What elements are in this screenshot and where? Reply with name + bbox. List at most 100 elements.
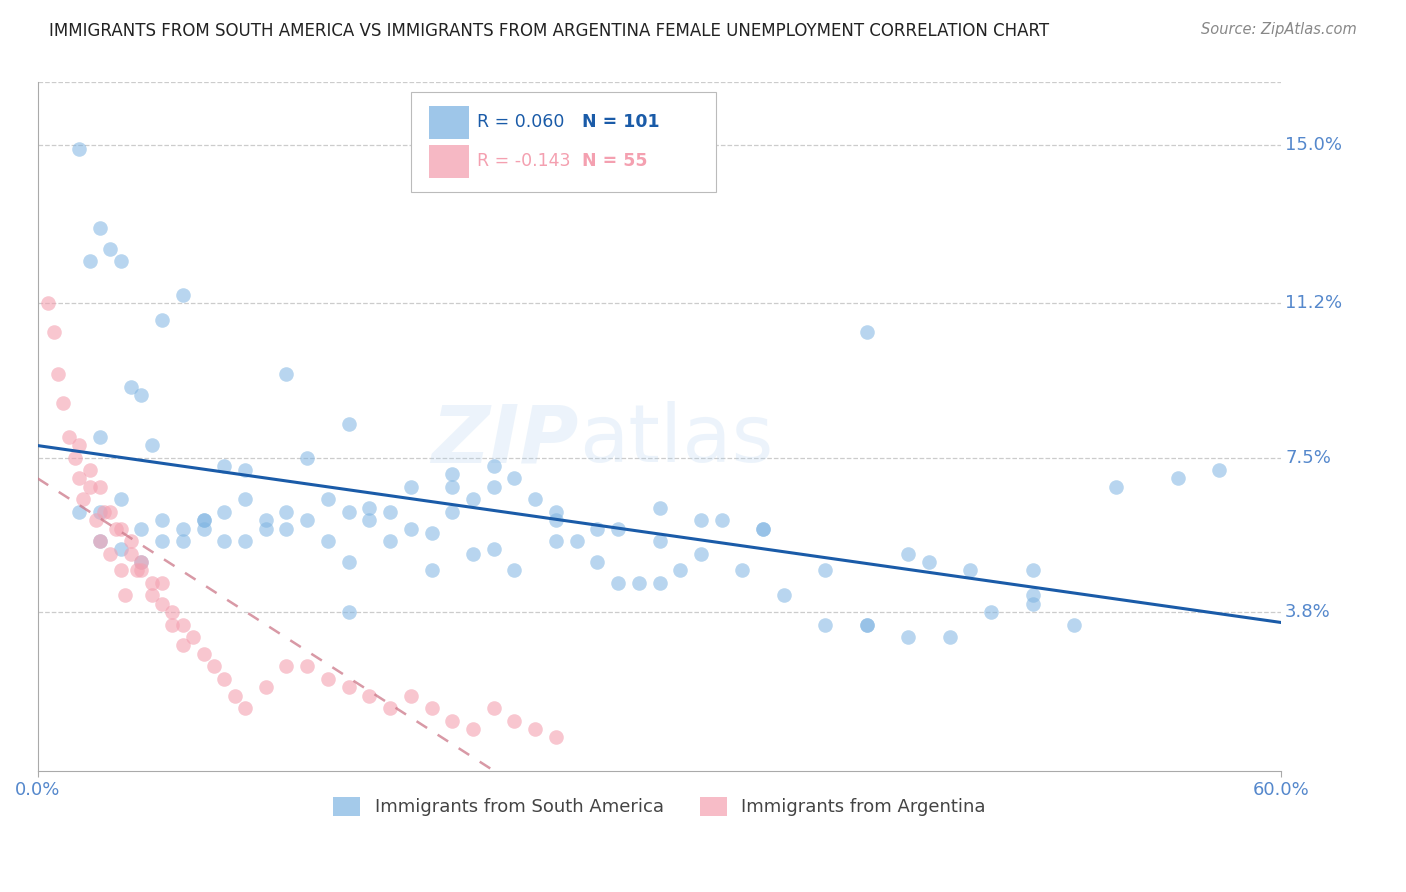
Text: IMMIGRANTS FROM SOUTH AMERICA VS IMMIGRANTS FROM ARGENTINA FEMALE UNEMPLOYMENT C: IMMIGRANTS FROM SOUTH AMERICA VS IMMIGRA…: [49, 22, 1049, 40]
FancyBboxPatch shape: [429, 145, 470, 178]
Point: [233, 701, 256, 715]
Point: [48, 367, 70, 381]
Point: [524, 722, 547, 736]
Legend: Immigrants from South America, Immigrants from Argentina: Immigrants from South America, Immigrant…: [326, 789, 993, 823]
Point: [254, 680, 277, 694]
Point: [172, 522, 194, 536]
Point: [172, 639, 194, 653]
Point: [420, 525, 443, 540]
Point: [72, 492, 94, 507]
Text: R = 0.060: R = 0.060: [477, 112, 564, 131]
Point: [690, 513, 713, 527]
Point: [150, 575, 173, 590]
Point: [212, 458, 235, 473]
Point: [224, 689, 246, 703]
Point: [918, 555, 941, 569]
Point: [420, 563, 443, 577]
Point: [503, 563, 526, 577]
Point: [441, 714, 464, 728]
Point: [67, 142, 90, 156]
Point: [337, 505, 360, 519]
Point: [212, 672, 235, 686]
Point: [1021, 563, 1043, 577]
Point: [212, 505, 235, 519]
Point: [162, 617, 184, 632]
Point: [441, 480, 464, 494]
Point: [141, 588, 163, 602]
Point: [1208, 463, 1230, 477]
Point: [120, 379, 142, 393]
Point: [181, 630, 204, 644]
Point: [337, 680, 360, 694]
Point: [544, 534, 567, 549]
Point: [1021, 597, 1043, 611]
Point: [141, 575, 163, 590]
Point: [399, 522, 422, 536]
Point: [773, 588, 796, 602]
Point: [110, 563, 132, 577]
Point: [127, 563, 149, 577]
Point: [79, 463, 101, 477]
Point: [337, 417, 360, 432]
Point: [752, 522, 775, 536]
Point: [1104, 480, 1126, 494]
Point: [544, 505, 567, 519]
Point: [648, 500, 671, 515]
Point: [565, 534, 588, 549]
Point: [316, 672, 339, 686]
Point: [110, 254, 132, 268]
Text: ZIP: ZIP: [432, 401, 579, 479]
Point: [110, 522, 132, 536]
Point: [441, 467, 464, 482]
Point: [731, 563, 754, 577]
Point: [276, 505, 298, 519]
Point: [79, 480, 101, 494]
Point: [233, 534, 256, 549]
Point: [172, 534, 194, 549]
Point: [482, 701, 505, 715]
Point: [193, 647, 215, 661]
Text: Source: ZipAtlas.com: Source: ZipAtlas.com: [1201, 22, 1357, 37]
Point: [461, 547, 484, 561]
Point: [378, 534, 401, 549]
Point: [233, 463, 256, 477]
Point: [131, 522, 153, 536]
Point: [378, 701, 401, 715]
Point: [150, 534, 173, 549]
Text: N = 101: N = 101: [582, 112, 659, 131]
Point: [58, 430, 80, 444]
Point: [105, 522, 128, 536]
Point: [337, 605, 360, 619]
Point: [254, 513, 277, 527]
Point: [172, 287, 194, 301]
Point: [482, 542, 505, 557]
Point: [212, 534, 235, 549]
Point: [359, 513, 381, 527]
Point: [131, 555, 153, 569]
Point: [503, 714, 526, 728]
Point: [150, 597, 173, 611]
Point: [690, 547, 713, 561]
Point: [131, 388, 153, 402]
Point: [461, 492, 484, 507]
Point: [67, 471, 90, 485]
Point: [295, 513, 318, 527]
Point: [441, 505, 464, 519]
Text: 11.2%: 11.2%: [1285, 294, 1343, 312]
Point: [461, 722, 484, 736]
Point: [193, 522, 215, 536]
Text: R = -0.143: R = -0.143: [477, 152, 571, 169]
Point: [89, 534, 111, 549]
Point: [150, 313, 173, 327]
Point: [959, 563, 981, 577]
Point: [814, 617, 837, 632]
Point: [193, 513, 215, 527]
Point: [254, 522, 277, 536]
Point: [150, 513, 173, 527]
Point: [856, 617, 879, 632]
Point: [980, 605, 1002, 619]
Point: [378, 505, 401, 519]
Point: [131, 555, 153, 569]
Point: [752, 522, 775, 536]
Point: [524, 492, 547, 507]
